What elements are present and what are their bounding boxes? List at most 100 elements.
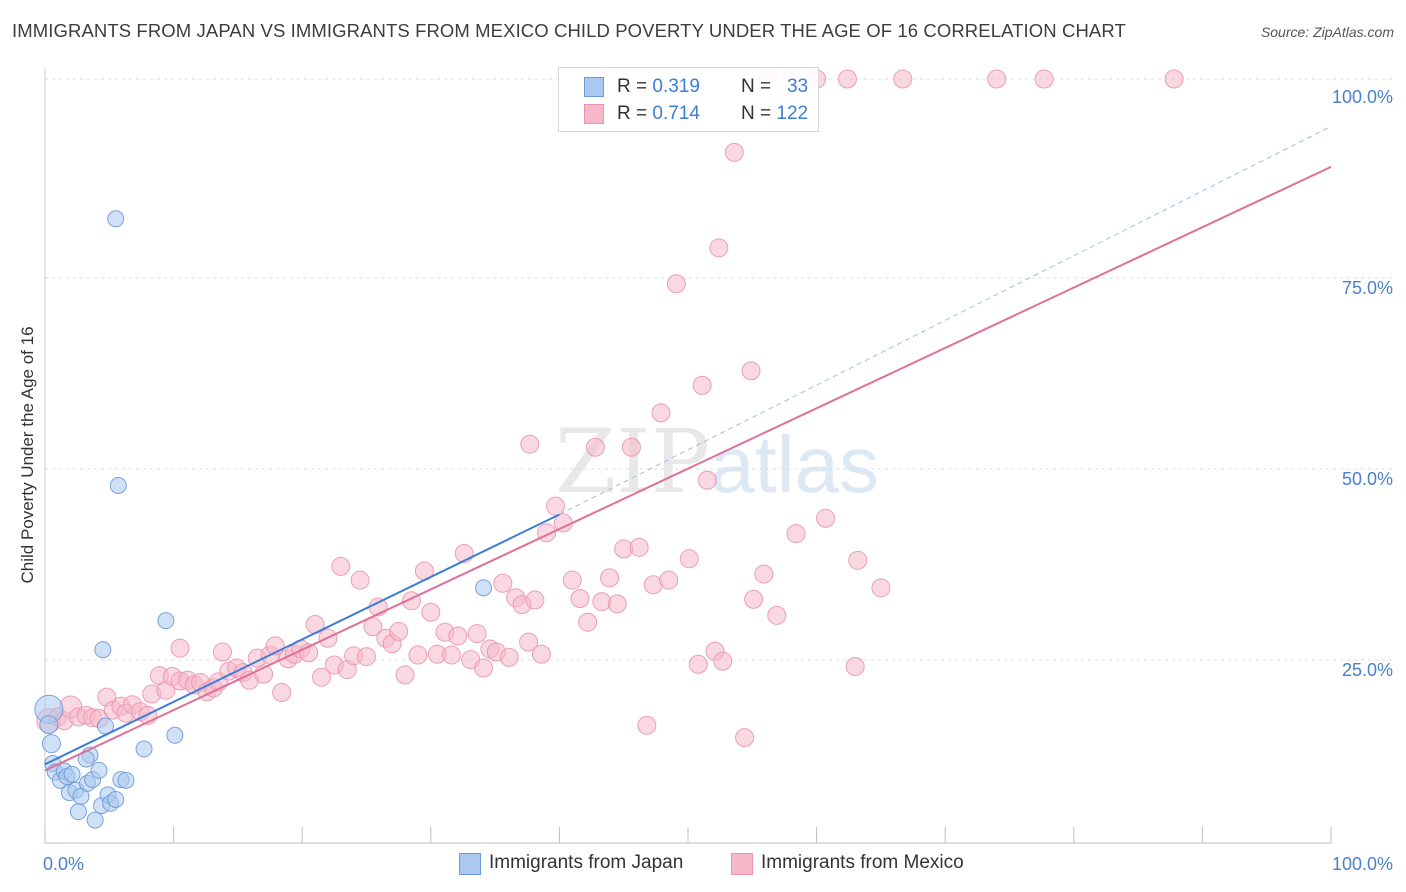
mexico-point-83: [578, 612, 598, 632]
legend-japan-r-label: R =: [617, 76, 648, 97]
japan-point-23: [109, 476, 127, 494]
mexico-point-82: [570, 589, 590, 609]
legend-mexico-n-label: N =: [741, 103, 772, 124]
mexico-point-75: [525, 590, 545, 610]
bottom-legend-swatch-mexico: [731, 853, 753, 875]
japan-point-30: [166, 726, 184, 744]
legend-mexico-r-value: 0.714: [652, 103, 700, 124]
y-tick-label-50: 50.0%: [1342, 469, 1393, 489]
mexico-point-95: [666, 274, 686, 294]
legend-japan-n-value: 33: [786, 76, 809, 97]
mexico-point-106: [741, 361, 761, 381]
trend-lines: [44, 125, 1332, 772]
mexico-point-49: [357, 647, 376, 667]
japan-point-2: [41, 734, 61, 754]
mexico-point-67: [474, 658, 494, 678]
mexico-point-66: [467, 624, 487, 644]
mexico-point-89: [621, 437, 641, 457]
legend-mexico-r-label: R =: [617, 103, 648, 124]
japan-point-11: [69, 803, 87, 821]
gridlines: [45, 78, 1393, 661]
mexico-point-57: [408, 645, 428, 665]
mexico-point-36: [272, 682, 292, 702]
mexico-point-77: [520, 434, 540, 454]
x-tick-label-right: 100.0%: [1332, 854, 1393, 874]
mexico-point-91: [637, 715, 657, 735]
japan-point-26: [107, 210, 125, 228]
tick-labels: 25.0% 50.0% 75.0% 100.0% 0.0% 100.0%: [43, 87, 1393, 874]
mexico-point-45: [331, 556, 351, 576]
mexico-point-103: [724, 142, 744, 162]
japan-point-1: [39, 715, 59, 735]
bottom-legend-label-japan: Immigrants from Japan: [489, 852, 684, 873]
bottom-legend-label-mexico: Immigrants from Mexico: [761, 852, 964, 873]
mexico-point-86: [600, 568, 620, 588]
japan-point-27: [94, 641, 112, 659]
mexico-point-120: [1034, 69, 1054, 89]
mexico-point-81: [562, 570, 582, 590]
mexico-point-55: [395, 665, 415, 685]
mexico-point-59: [421, 602, 441, 622]
mexico-point-111: [786, 524, 806, 544]
mexico-point-71: [499, 647, 519, 667]
mexico-point-108: [767, 605, 787, 625]
mexico-point-90: [629, 537, 649, 557]
legend-swatch-japan: [584, 77, 604, 97]
mexico-point-54: [389, 621, 409, 641]
mexico-point-113: [816, 508, 836, 528]
legend: R = 0.319 N = 33 R = 0.714 N = 122: [558, 67, 819, 132]
mexico-point-105: [744, 589, 764, 609]
mexico-point-42: [311, 667, 331, 687]
y-tick-label-100: 100.0%: [1332, 87, 1393, 107]
watermark: ZIP atlas: [555, 410, 879, 513]
y-tick-label-25: 25.0%: [1342, 660, 1393, 680]
mexico-point-96: [679, 549, 699, 569]
mexico-point-119: [987, 69, 1007, 89]
x-tick-label-left: 0.0%: [43, 854, 84, 874]
mexico-point-118: [893, 69, 913, 89]
japan-point-16: [86, 811, 104, 829]
legend-swatch-mexico: [584, 104, 604, 124]
legend-japan-n-label: N =: [741, 76, 772, 97]
mexico-point-79: [546, 496, 566, 516]
mexico-point-70: [493, 573, 513, 593]
mexico-point-114: [837, 69, 857, 89]
mexico-point-115: [845, 657, 865, 677]
japan-point-25: [117, 771, 135, 789]
watermark-atlas: atlas: [710, 420, 879, 509]
source-label: Source: ZipAtlas.com: [1260, 24, 1394, 40]
mexico-point-87: [607, 594, 627, 614]
japan-point-32: [475, 579, 493, 597]
y-tick-label-75: 75.0%: [1342, 278, 1393, 298]
mexico-point-63: [448, 626, 468, 646]
mexico-point-74: [519, 632, 539, 652]
mexico-point-121: [1164, 69, 1184, 89]
series-mexico-points: [36, 69, 1184, 748]
mexico-point-62: [441, 645, 461, 665]
mexico-point-93: [651, 403, 671, 423]
japan-point-29: [157, 612, 175, 630]
mexico-point-84: [585, 437, 605, 457]
japan-point-9: [63, 765, 81, 783]
mexico-point-20: [170, 638, 190, 658]
legend-japan-r-value: 0.319: [652, 76, 700, 97]
mexico-point-107: [754, 564, 774, 584]
mexico-point-117: [871, 578, 891, 598]
mexico-point-48: [350, 570, 370, 590]
mexico-point-97: [688, 654, 708, 674]
mexico-point-102: [709, 238, 729, 258]
mexico-point-94: [659, 570, 679, 590]
legend-mexico-n-value: 122: [776, 103, 809, 124]
japan-point-17: [90, 761, 108, 779]
mexico-point-99: [697, 470, 717, 490]
mexico-point-50: [363, 617, 383, 637]
chart-title: IMMIGRANTS FROM JAPAN VS IMMIGRANTS FROM…: [12, 20, 1126, 41]
japan-trend-extension: [559, 125, 1332, 515]
mexico-point-101: [713, 651, 733, 671]
series-japan-points: [34, 210, 493, 829]
mexico-point-76: [531, 644, 551, 664]
mexico-trend-line: [44, 165, 1332, 772]
watermark-zip: ZIP: [555, 410, 710, 513]
bottom-legend-swatch-japan: [459, 853, 481, 875]
